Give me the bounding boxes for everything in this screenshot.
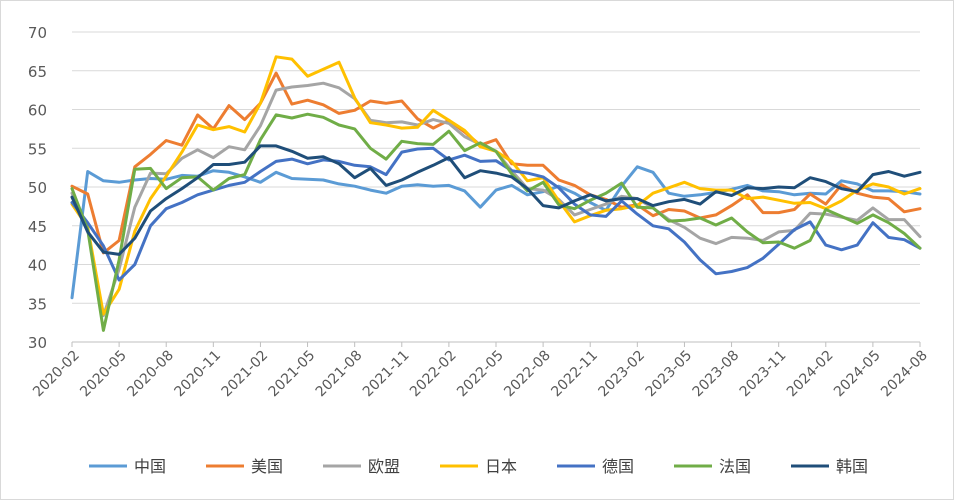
legend-label: 日本	[485, 457, 517, 476]
x-tick-label: 2023-11	[737, 348, 790, 401]
x-tick-label: 2023-05	[643, 348, 696, 401]
x-tick-label: 2020-08	[124, 348, 177, 401]
y-tick-label: 65	[28, 63, 47, 81]
series-line-中国	[70, 165, 922, 300]
x-tick-label: 2021-08	[313, 348, 366, 401]
x-tick-label: 2020-11	[171, 348, 224, 401]
x-tick-label: 2020-02	[30, 348, 83, 401]
legend: 中国 美国 欧盟 日本 德国 法国 韩国	[89, 457, 868, 476]
gridlines	[72, 31, 920, 304]
x-tick-label: 2023-02	[595, 348, 648, 401]
y-tick-label: 30	[28, 334, 47, 352]
series-line-日本	[70, 55, 922, 316]
x-tick-label: 2024-02	[784, 348, 837, 401]
series-lines	[70, 55, 922, 332]
x-tick-label: 2023-08	[690, 348, 743, 401]
x-tick-label: 2022-02	[407, 348, 460, 401]
y-tick-label: 35	[28, 295, 47, 313]
series-line-法国	[70, 112, 922, 332]
x-axis	[71, 341, 921, 347]
x-tick-label: 2022-05	[454, 348, 507, 401]
legend-label: 欧盟	[368, 457, 400, 476]
x-tick-label: 2021-05	[266, 348, 319, 401]
legend-label: 法国	[719, 457, 751, 476]
x-tick-label: 2020-05	[77, 348, 130, 401]
x-tick-label: 2021-11	[360, 348, 413, 401]
y-axis-tick-labels: 30 35 40 45 50 55 60 65 70	[28, 24, 47, 352]
x-tick-label: 2024-05	[831, 348, 884, 401]
legend-label: 美国	[251, 457, 283, 476]
legend-label: 德国	[602, 457, 634, 476]
x-axis-tick-labels: 2020-022020-052020-082020-112021-022021-…	[30, 348, 931, 401]
x-tick-label: 2022-08	[501, 348, 554, 401]
legend-label: 韩国	[836, 457, 868, 476]
series-line-韩国	[70, 144, 922, 256]
y-tick-label: 40	[28, 257, 47, 275]
y-tick-label: 60	[28, 102, 47, 120]
y-tick-label: 55	[28, 140, 47, 158]
y-tick-label: 45	[28, 218, 47, 236]
x-tick-label: 2024-08	[878, 348, 931, 401]
series-line-德国	[70, 146, 922, 282]
x-tick-label: 2022-11	[548, 348, 601, 401]
y-tick-label: 50	[28, 179, 47, 197]
legend-label: 中国	[134, 457, 166, 476]
x-tick-label: 2021-02	[219, 348, 272, 401]
y-tick-label: 70	[28, 24, 47, 42]
